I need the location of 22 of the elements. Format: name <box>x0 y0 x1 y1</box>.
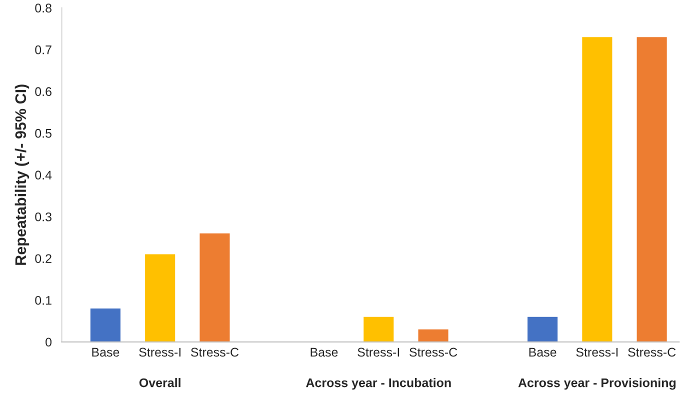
y-tick-label: 0.2 <box>35 254 52 264</box>
y-tick-label: 0 <box>46 338 52 347</box>
y-tick-label: 0.6 <box>35 87 52 96</box>
text: Across year - Provisioning <box>518 378 676 390</box>
y-tick-label: 0.3 <box>35 212 52 222</box>
y-tick-label: 0.5 <box>35 128 52 138</box>
y-tick-label: 0.1 <box>35 296 52 305</box>
x-tick-label: Stress-C <box>190 348 239 357</box>
x-tick-label: Stress-C <box>628 348 676 357</box>
text: Across year - Incubation <box>306 378 451 390</box>
text: Overall <box>139 378 180 388</box>
x-tick-label: Stress-C <box>410 348 458 357</box>
x-tick-label: Base <box>310 348 338 357</box>
y-axis-title: Repeatability (+/- 95% CI) <box>14 84 30 265</box>
y-tick-label: 0.7 <box>35 45 52 54</box>
x-tick-label: Base <box>529 348 556 357</box>
y-tick-label: 0.4 <box>35 170 52 180</box>
x-tick-label: Stress-I <box>576 348 618 357</box>
x-tick-label: Base <box>92 348 120 357</box>
y-tick-label: 0.8 <box>35 4 52 13</box>
x-tick-label: Stress-I <box>139 348 180 357</box>
x-tick-label: Stress-I <box>358 348 400 357</box>
